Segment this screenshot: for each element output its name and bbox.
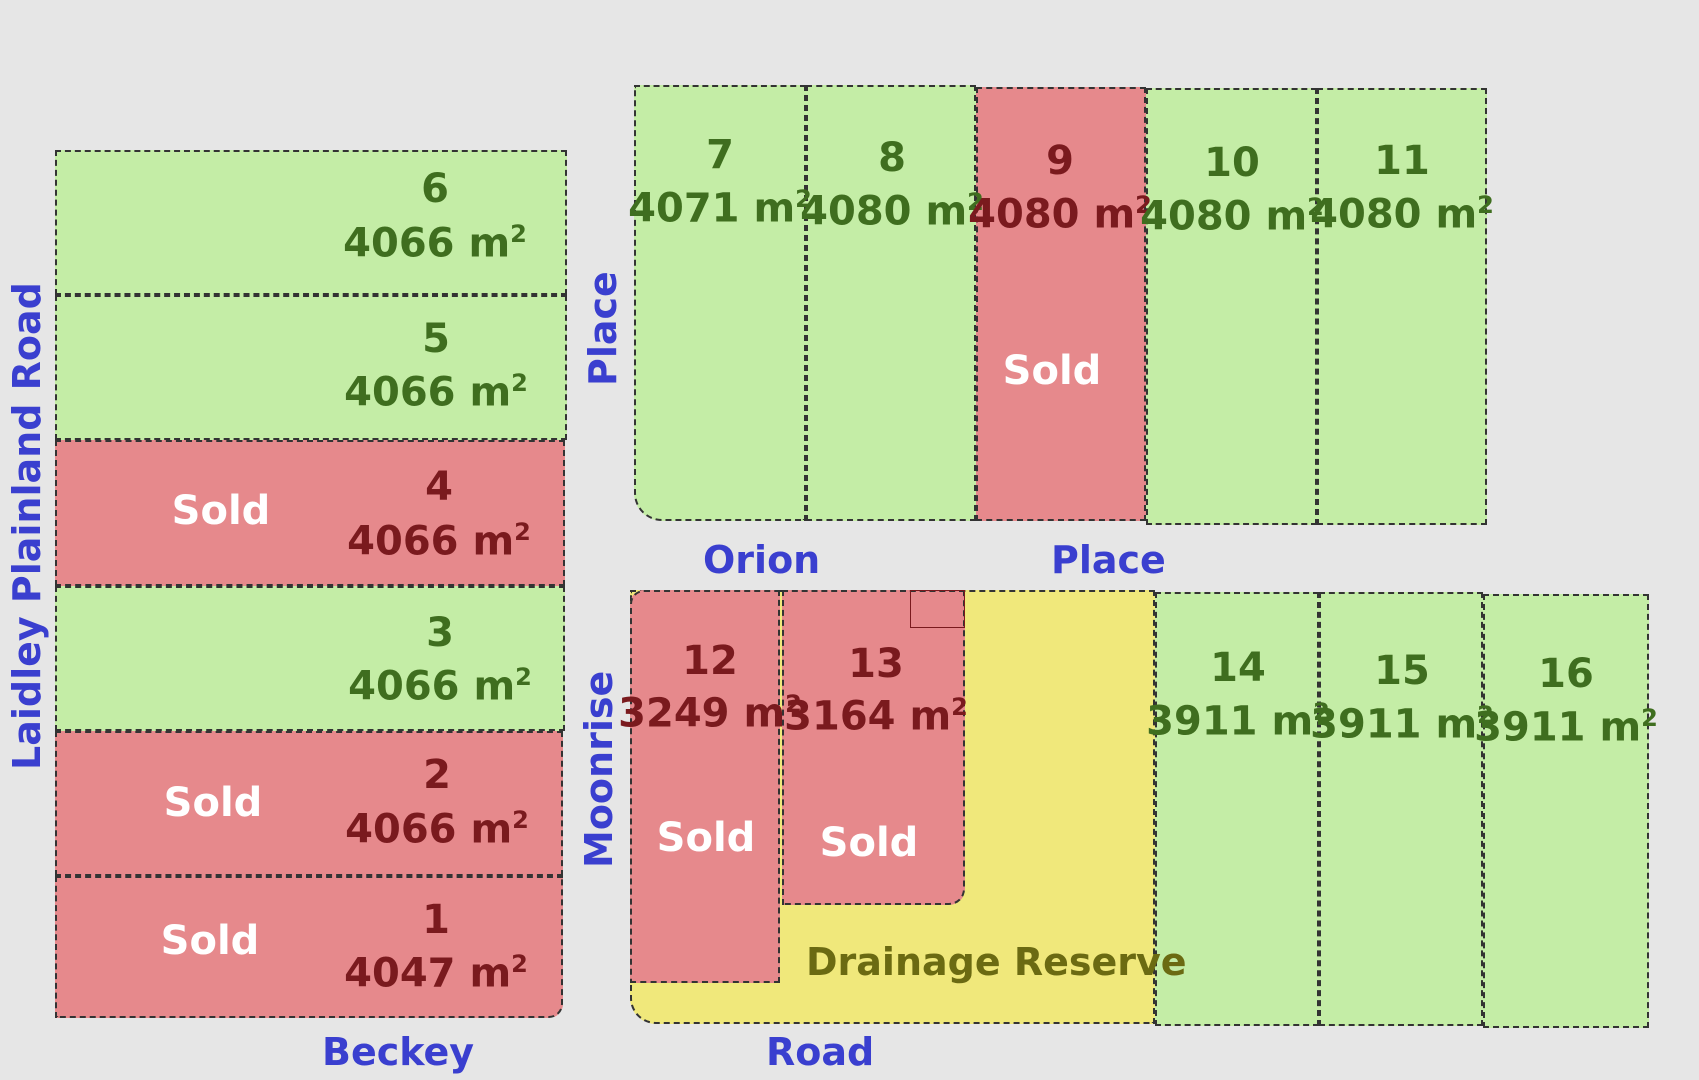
lot-12-area: 3249 m2 (618, 690, 802, 737)
lot-3[interactable] (55, 586, 565, 731)
lot-6-area: 4066 m2 (343, 220, 527, 267)
road-label-place: Place (1051, 538, 1166, 582)
lot-12-sold-label: Sold (656, 815, 756, 861)
lot-5[interactable] (55, 295, 567, 440)
lot-2-sold-label: Sold (163, 780, 263, 826)
lot-11-number: 11 (1374, 138, 1430, 184)
lot-3-area: 4066 m2 (348, 663, 532, 710)
lot-9-number: 9 (1046, 138, 1074, 184)
lot-10-number: 10 (1204, 140, 1260, 186)
lot-12[interactable] (630, 590, 780, 983)
lot-5-number: 5 (422, 316, 450, 362)
lot-8-number: 8 (878, 135, 906, 181)
lot-16-area: 3911 m2 (1474, 704, 1658, 751)
drainage-reserve-label: Drainage Reserve (806, 940, 1187, 984)
lot-4-area: 4066 m2 (347, 518, 531, 565)
lot-8-area: 4080 m2 (800, 188, 984, 235)
lot-11-area: 4080 m2 (1310, 191, 1494, 238)
lot-15[interactable] (1319, 592, 1483, 1026)
lot-6-number: 6 (421, 166, 449, 212)
lot-13-number: 13 (848, 641, 904, 687)
lot-15-number: 15 (1374, 648, 1430, 694)
road-label-moonrise: Moonrise (577, 670, 621, 868)
lot-13-corner-notch (910, 590, 965, 628)
road-label-orion: Orion (703, 538, 821, 582)
lot-9-area: 4080 m2 (968, 191, 1152, 238)
road-label-road: Road (766, 1030, 875, 1074)
lot-14-area: 3911 m2 (1146, 698, 1330, 745)
lot-9[interactable] (976, 87, 1146, 521)
lot-8[interactable] (806, 85, 976, 521)
lot-4-number: 4 (425, 464, 453, 510)
lot-2-number: 2 (423, 752, 451, 798)
lot-4[interactable] (55, 440, 565, 586)
lot-9-sold-label: Sold (1002, 348, 1102, 394)
lot-1-area: 4047 m2 (344, 950, 528, 997)
lot-4-sold-label: Sold (171, 488, 271, 534)
lot-1[interactable] (55, 876, 563, 1018)
lot-13-sold-label: Sold (819, 820, 919, 866)
lot-12-number: 12 (682, 638, 738, 684)
lot-1-number: 1 (422, 897, 450, 943)
lot-7[interactable] (634, 85, 806, 521)
lot-16-number: 16 (1538, 651, 1594, 697)
lot-13[interactable] (782, 590, 965, 905)
lot-5-area: 4066 m2 (344, 369, 528, 416)
lot-7-number: 7 (706, 132, 734, 178)
lot-15-area: 3911 m2 (1310, 701, 1494, 748)
lot-1-sold-label: Sold (160, 918, 260, 964)
lot-10-area: 4080 m2 (1140, 193, 1324, 240)
lot-14[interactable] (1155, 592, 1319, 1026)
lot-2-area: 4066 m2 (345, 806, 529, 853)
road-label-beckey: Beckey (322, 1030, 475, 1074)
lot-6[interactable] (55, 150, 567, 295)
lot-16[interactable] (1483, 594, 1649, 1028)
lot-2[interactable] (55, 731, 563, 876)
road-label-laidley-plainland: Laidley Plainland Road (5, 282, 49, 770)
lot-3-number: 3 (426, 610, 454, 656)
lot-11[interactable] (1317, 88, 1487, 525)
lot-14-number: 14 (1210, 645, 1266, 691)
road-label-place-vertical: Place (581, 271, 625, 386)
lot-7-area: 4071 m2 (628, 185, 812, 232)
lot-13-area: 3164 m2 (784, 693, 968, 740)
lot-10[interactable] (1146, 88, 1317, 525)
